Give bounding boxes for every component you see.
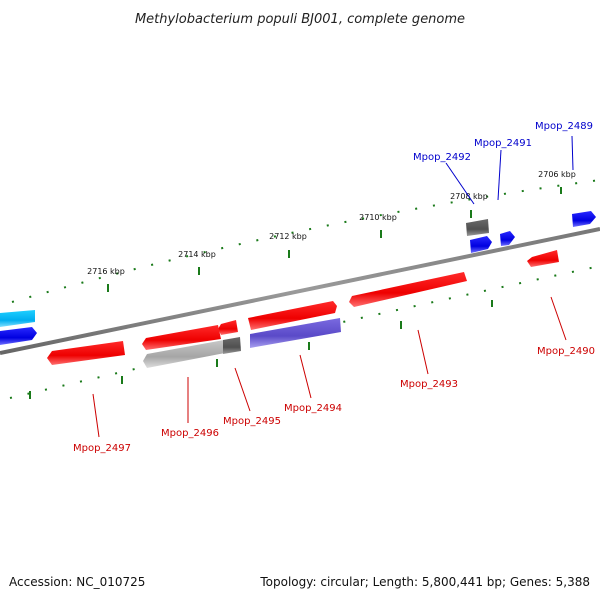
- gene-arrow-forward[interactable]: [218, 320, 238, 335]
- gene-arrow-forward[interactable]: [470, 236, 492, 253]
- gene-label[interactable]: Mpop_2497: [73, 443, 131, 454]
- accession-text: Accession: NC_010725: [9, 575, 145, 589]
- genome-summary-text: Topology: circular; Length: 5,800,441 bp…: [259, 575, 590, 589]
- gene-label[interactable]: Mpop_2491: [474, 138, 532, 149]
- gene-label[interactable]: Mpop_2489: [535, 121, 593, 132]
- map-title: Methylobacterium populi BJ001, complete …: [135, 12, 465, 27]
- gene-label[interactable]: Mpop_2495: [223, 416, 281, 427]
- gene-arrow-reverse[interactable]: [143, 340, 225, 368]
- kbp-label: 2706 kbp: [538, 170, 576, 179]
- major-ticks: [29, 187, 562, 399]
- gene-label[interactable]: Mpop_2490: [537, 346, 595, 357]
- gene-arrow-forward[interactable]: [349, 272, 467, 307]
- genome-backbone: [0, 227, 600, 355]
- gene-label[interactable]: Mpop_2493: [400, 379, 458, 390]
- gene-arrow-forward[interactable]: [466, 219, 489, 236]
- gene-label[interactable]: Mpop_2494: [284, 403, 342, 414]
- kbp-label: 2716 kbp: [87, 267, 125, 276]
- gene-arrow-forward[interactable]: [572, 211, 596, 227]
- gene-arrow-reverse[interactable]: [250, 318, 341, 348]
- gene-arrow-forward[interactable]: [0, 327, 37, 345]
- leader-lines: [92, 135, 574, 438]
- gene-arrow-forward[interactable]: [500, 231, 515, 246]
- gene-arrow-reverse[interactable]: [142, 325, 221, 350]
- gene-arrow-reverse[interactable]: [47, 341, 125, 365]
- gene-label[interactable]: Mpop_2496: [161, 428, 219, 439]
- gene-label[interactable]: Mpop_2492: [413, 152, 471, 163]
- kbp-label: 2714 kbp: [178, 250, 216, 259]
- gene-arrow-reverse[interactable]: [527, 250, 559, 267]
- kbp-label: 2710 kbp: [359, 213, 397, 222]
- gene-arrow-forward[interactable]: [0, 310, 35, 327]
- kbp-label: 2712 kbp: [269, 232, 307, 241]
- gene-arrow-forward[interactable]: [248, 301, 337, 330]
- gene-arrow-reverse[interactable]: [223, 337, 241, 354]
